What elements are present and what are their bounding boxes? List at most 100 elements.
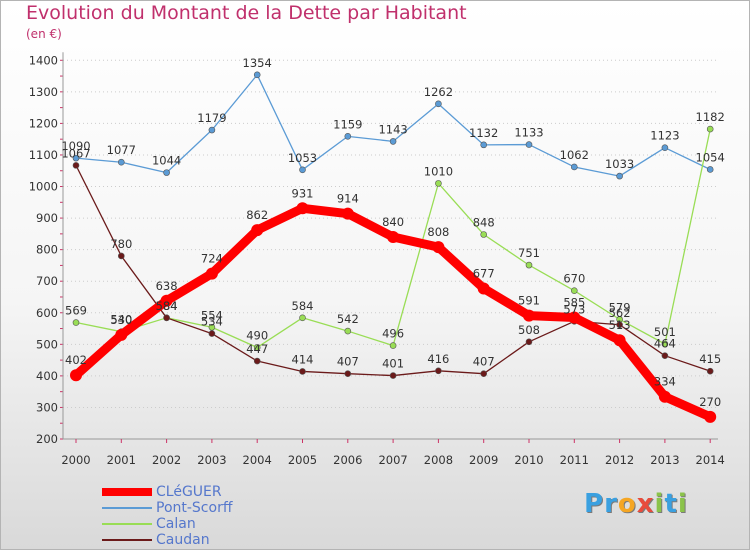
x-tick-label: 2010: [514, 453, 543, 467]
data-labels: 1090 1077 1044 1179 1354 1053 1159 1143 1262 1132…: [61, 56, 724, 409]
data-point-calan: [706, 125, 714, 133]
data-label-cl-guer: 591: [518, 294, 540, 308]
y-tick-label: 400: [36, 369, 58, 383]
data-point-cl-guer: [704, 410, 717, 423]
data-label-cl-guer: 334: [654, 375, 676, 389]
data-label-pont-scorff: 1133: [514, 126, 543, 140]
data-label-caudan: 584: [156, 299, 178, 313]
data-label-calan: 848: [473, 215, 495, 229]
data-point-calan: [435, 180, 442, 187]
legend-swatch-cleguer: [102, 488, 152, 496]
axes: 200 300 400 500 600 700 800 900 1000 1100 1200 1300…: [29, 52, 725, 467]
data-label-caudan: 401: [382, 357, 404, 371]
data-point-caudan: [253, 357, 261, 365]
x-tick-label: 2009: [469, 453, 498, 467]
data-point-pont-scorff: [435, 100, 442, 108]
data-point-pont-scorff: [344, 133, 352, 140]
data-label-caudan: 447: [246, 342, 268, 356]
legend-label-caudan: Caudan: [156, 532, 210, 548]
x-tick-label: 2013: [650, 453, 679, 467]
data-point-cl-guer: [296, 202, 309, 215]
y-tick-label: 500: [36, 337, 58, 351]
data-label-pont-scorff: 1143: [378, 122, 407, 136]
data-point-pont-scorff: [389, 138, 397, 145]
y-tick-label: 300: [36, 400, 58, 414]
data-label-pont-scorff: 1044: [152, 154, 181, 168]
data-label-calan: 496: [382, 327, 404, 341]
data-point-cl-guer: [251, 224, 264, 237]
data-label-pont-scorff: 1077: [107, 143, 136, 157]
data-point-pont-scorff: [525, 141, 533, 148]
y-tick-label: 600: [36, 306, 58, 320]
data-label-calan: 579: [609, 300, 631, 314]
data-label-pont-scorff: 1062: [560, 148, 589, 162]
y-tick-label: 1000: [29, 180, 58, 194]
data-label-caudan: 562: [609, 306, 631, 320]
data-label-caudan: 415: [699, 352, 721, 366]
x-tick-label: 2001: [107, 453, 136, 467]
legend-label-calan: Calan: [156, 516, 196, 532]
data-label-caudan: 1067: [61, 146, 90, 160]
data-point-caudan: [163, 314, 170, 322]
data-label-cl-guer: 270: [699, 395, 721, 409]
data-label-cl-guer: 808: [427, 225, 449, 239]
data-point-pont-scorff: [253, 71, 261, 79]
data-label-calan: 584: [156, 299, 178, 313]
data-label-calan: 584: [292, 299, 314, 313]
x-tick-label: 2011: [560, 453, 589, 467]
y-tick-label: 800: [36, 243, 58, 257]
data-label-calan: 751: [518, 246, 540, 260]
data-label-calan: 1010: [424, 164, 453, 178]
legend-swatch-pont-scorff: [102, 507, 152, 509]
legend-swatch-calan: [102, 523, 152, 525]
x-tick-label: 2014: [696, 453, 725, 467]
data-label-cl-guer: 530: [110, 313, 132, 327]
data-point-calan: [299, 314, 306, 322]
data-label-caudan: 407: [337, 355, 359, 369]
data-label-cl-guer: 638: [156, 279, 178, 293]
data-point-caudan: [389, 372, 397, 379]
data-point-caudan: [661, 352, 669, 359]
data-label-calan: 554: [201, 308, 223, 322]
data-label-caudan: 508: [518, 323, 540, 337]
data-point-pont-scorff: [616, 172, 623, 180]
y-tick-label: 1100: [29, 148, 58, 162]
y-tick-label: 1400: [29, 53, 58, 67]
data-label-pont-scorff: 1053: [288, 151, 317, 165]
data-point-pont-scorff: [706, 166, 714, 173]
chart-unit: (en €): [26, 27, 62, 41]
data-point-caudan: [344, 370, 352, 377]
data-point-pont-scorff: [570, 163, 578, 171]
data-point-cl-guer: [432, 241, 445, 254]
x-tick-label: 2008: [424, 453, 453, 467]
data-label-cl-guer: 585: [563, 295, 585, 309]
proxiti-logo: Proxiti: [584, 489, 688, 519]
data-label-caudan: 780: [110, 237, 132, 251]
data-point-pont-scorff: [208, 126, 216, 134]
data-point-pont-scorff: [163, 169, 170, 176]
data-point-cl-guer: [613, 334, 626, 347]
data-point-calan: [525, 261, 533, 269]
data-point-caudan: [525, 338, 533, 346]
data-point-calan: [72, 319, 80, 326]
x-tick-label: 2004: [243, 453, 272, 467]
data-label-cl-guer: 513: [609, 318, 631, 332]
data-point-pont-scorff: [299, 166, 306, 174]
data-point-cl-guer: [568, 311, 581, 324]
x-tick-label: 2000: [61, 453, 90, 467]
data-label-caudan: 407: [473, 355, 495, 369]
y-tick-label: 200: [36, 432, 58, 446]
y-tick-label: 1200: [29, 116, 58, 130]
data-label-pont-scorff: 1159: [333, 117, 362, 131]
data-point-cl-guer: [70, 369, 82, 382]
data-point-calan: [389, 342, 397, 349]
data-label-pont-scorff: 1262: [424, 85, 453, 99]
data-point-calan: [661, 340, 669, 348]
data-label-cl-guer: 931: [292, 186, 314, 200]
data-label-calan: 670: [563, 272, 585, 286]
data-point-caudan: [706, 367, 714, 375]
data-label-cl-guer: 677: [473, 266, 495, 280]
data-label-pont-scorff: 1354: [243, 56, 272, 70]
data-label-cl-guer: 862: [246, 208, 268, 222]
